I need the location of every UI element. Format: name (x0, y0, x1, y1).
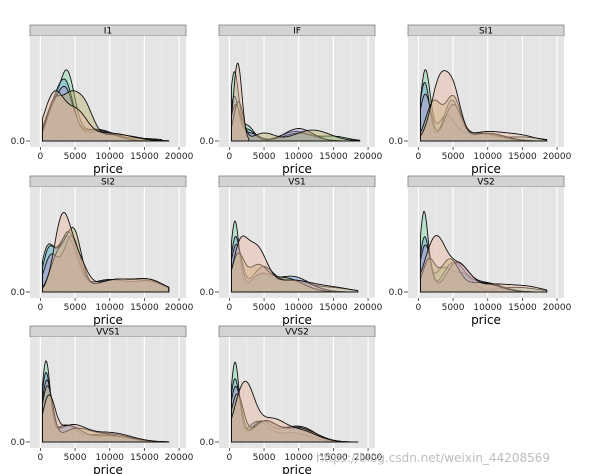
x-tick-label: 5000 (64, 453, 87, 463)
x-tick-label: 0 (38, 152, 44, 162)
x-tick-label: 0 (227, 453, 233, 463)
watermark-text: https://blog.csdn.net/weixin_44208569 (316, 451, 551, 465)
x-tick-label: 20000 (543, 152, 572, 162)
y-tick-label: 0.0 (11, 137, 26, 147)
x-axis-title: price (282, 463, 312, 474)
x-axis-title: price (93, 463, 123, 474)
density-curve-5 (42, 212, 170, 293)
density-curve-5 (420, 70, 548, 142)
y-tick-label: 0.0 (200, 288, 215, 298)
x-axis-title: price (93, 162, 123, 176)
x-tick-label: 20000 (165, 303, 194, 313)
y-tick-label: 0.0 (11, 288, 26, 298)
x-tick-label: 0 (416, 152, 422, 162)
x-axis-title: price (282, 313, 312, 327)
x-tick-label: 0 (38, 453, 44, 463)
facet-title: VS2 (477, 178, 495, 188)
density-curve-5 (420, 235, 548, 293)
x-tick-label: 10000 (473, 303, 502, 313)
x-axis-title: price (93, 313, 123, 327)
density-curve-5 (42, 394, 170, 443)
x-tick-label: 20000 (165, 152, 194, 162)
x-tick-label: 5000 (253, 303, 276, 313)
panel-background (408, 187, 564, 298)
x-tick-label: 20000 (354, 152, 383, 162)
facet-title: VVS2 (285, 328, 309, 338)
y-tick-label: 0.0 (11, 438, 26, 448)
x-tick-label: 10000 (284, 303, 313, 313)
panel-background (30, 337, 186, 448)
facet-panel-i1: I1 0.0 0 5000 10000 15000 20000 price (11, 24, 194, 176)
facet-title: I1 (104, 27, 112, 37)
y-tick-label: 0.0 (200, 438, 215, 448)
facet-panel-si2: SI2 0.0 0 5000 10000 15000 20000 price (11, 175, 194, 327)
panel-background (219, 337, 375, 448)
x-tick-label: 15000 (319, 303, 348, 313)
density-curve-4 (231, 101, 361, 142)
x-axis-title: price (471, 162, 501, 176)
x-tick-label: 20000 (354, 453, 383, 463)
density-curve-5 (231, 62, 250, 142)
density-curve-5 (231, 380, 359, 443)
x-tick-label: 5000 (64, 152, 87, 162)
x-tick-label: 5000 (253, 453, 276, 463)
x-tick-label: 15000 (130, 303, 159, 313)
x-tick-label: 15000 (130, 453, 159, 463)
density-curve-1 (420, 69, 548, 142)
facet-panel-vs1: VS1 0.0 0 5000 10000 15000 20000 price (200, 175, 383, 327)
panel-background (219, 187, 375, 298)
facet-title: SI2 (101, 178, 115, 188)
y-tick-label: 0.0 (389, 288, 404, 298)
x-tick-label: 10000 (284, 152, 313, 162)
facet-panel-si1: SI1 0.0 0 5000 10000 15000 20000 price (389, 24, 572, 176)
density-curve-4 (42, 90, 170, 142)
facet-panel-if: IF 0.0 0 5000 10000 15000 20000 price (200, 24, 383, 176)
facet-title: SI1 (479, 27, 493, 37)
x-tick-label: 10000 (95, 303, 124, 313)
x-tick-label: 5000 (64, 303, 87, 313)
density-curve-4 (420, 94, 548, 142)
x-tick-label: 10000 (95, 453, 124, 463)
x-tick-label: 5000 (253, 152, 276, 162)
x-tick-label: 15000 (508, 152, 537, 162)
x-axis-title: price (471, 313, 501, 327)
y-tick-label: 0.0 (389, 137, 404, 147)
x-tick-label: 5000 (442, 303, 465, 313)
density-curve-5 (231, 235, 359, 293)
x-tick-label: 15000 (319, 152, 348, 162)
facet-title: VVS1 (96, 328, 120, 338)
density-curve-1 (420, 210, 548, 293)
x-tick-label: 0 (416, 303, 422, 313)
facet-title: VS1 (288, 178, 306, 188)
x-tick-label: 15000 (130, 152, 159, 162)
x-tick-label: 15000 (319, 453, 348, 463)
x-tick-label: 20000 (543, 303, 572, 313)
x-tick-label: 15000 (508, 303, 537, 313)
facet-panel-vvs2: VVS2 0.0 0 5000 10000 15000 20000 price (200, 325, 383, 474)
facet-panel-vs2: VS2 0.0 0 5000 10000 15000 20000 price (389, 175, 572, 327)
x-tick-label: 20000 (354, 303, 383, 313)
x-tick-label: 10000 (473, 152, 502, 162)
x-tick-label: 10000 (284, 453, 313, 463)
facet-panel-vvs1: VVS1 0.0 0 5000 10000 15000 20000 price (11, 325, 194, 474)
facet-title: IF (293, 27, 301, 37)
density-curve-1 (231, 71, 361, 142)
x-tick-label: 0 (227, 303, 233, 313)
x-axis-title: price (282, 162, 312, 176)
density-curve-5 (42, 90, 170, 142)
x-tick-label: 20000 (165, 453, 194, 463)
x-tick-label: 0 (38, 303, 44, 313)
x-tick-label: 10000 (95, 152, 124, 162)
y-tick-label: 0.0 (200, 137, 215, 147)
x-tick-label: 5000 (442, 152, 465, 162)
x-tick-label: 0 (227, 152, 233, 162)
